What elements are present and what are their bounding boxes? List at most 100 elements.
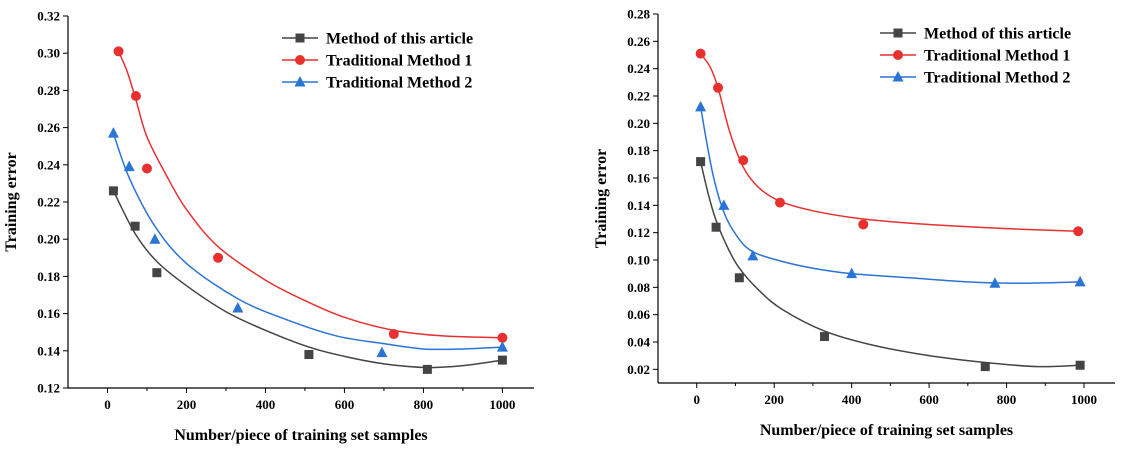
right-legend: Method of this article Traditional Method…: [880, 26, 1071, 87]
right-series-2-point: [846, 267, 858, 279]
chart-left: 0.12 0.14 0.16 0.18 0.20 0.22 0.24 0.26 0.28 0.30…: [0, 0, 560, 450]
left-series-2-point: [149, 233, 161, 244]
right-y-tick-label: 0.24: [627, 61, 650, 76]
left-series-2-point: [496, 341, 508, 352]
left-y-axis-title: Training error: [3, 152, 20, 251]
left-series-1-point: [388, 329, 399, 340]
left-x-tick-label: 800: [414, 397, 434, 412]
right-series-0-point: [980, 362, 990, 372]
right-series-1-point: [1073, 226, 1084, 237]
left-legend-marker-0: [295, 33, 305, 43]
left-series-1-point: [130, 90, 141, 101]
right-series-2-point: [695, 100, 707, 112]
left-y-tick-label: 0.16: [37, 306, 60, 321]
right-series-0: [696, 157, 1085, 372]
right-series-0-point: [820, 332, 830, 342]
right-legend-label-1: Traditional Method 1: [924, 48, 1070, 65]
left-series-2-point: [376, 346, 388, 358]
left-y-tick-label: 0.32: [37, 9, 60, 24]
left-y-tick-label: 0.22: [37, 195, 60, 210]
right-series-2-fit-line: [699, 106, 1081, 284]
left-series-0-point: [422, 364, 432, 374]
left-y-tick-label: 0.24: [37, 157, 60, 172]
left-series-1-point: [113, 46, 124, 57]
right-y-tick-label: 0.22: [627, 89, 650, 104]
right-legend-marker-1: [893, 50, 903, 60]
right-x-tick-label: 800: [997, 392, 1017, 407]
right-legend-marker-2: [892, 71, 904, 82]
left-x-tick-label: 1000: [489, 397, 515, 412]
left-x-tick-label: 600: [335, 397, 355, 412]
right-y-axis-title: Training error: [593, 149, 610, 248]
left-series-2: [107, 127, 508, 358]
right-y-tick-label: 0.14: [627, 198, 650, 213]
left-x-tick-label: 200: [177, 397, 197, 412]
right-series-0-point: [734, 273, 744, 283]
chart-left-svg: 0.12 0.14 0.16 0.18 0.20 0.22 0.24 0.26 0.28 0.30…: [3, 9, 534, 444]
left-series-0: [108, 186, 507, 374]
left-series-1-point: [141, 163, 152, 174]
left-series-0-point: [497, 355, 507, 365]
left-x-axis-title: Number/piece of training set samples: [174, 427, 427, 444]
left-y-tick-label: 0.18: [37, 269, 60, 284]
right-legend-label-0: Method of this article: [924, 26, 1071, 43]
left-series-0-point: [304, 350, 314, 360]
left-x-tick-label: 400: [256, 397, 276, 412]
right-y-tick-label: 0.08: [627, 280, 650, 295]
right-x-axis-title: Number/piece of training set samples: [760, 422, 1013, 439]
left-series-2-point: [107, 127, 119, 138]
left-legend-marker-1: [295, 55, 305, 65]
right-series-2-point: [1074, 275, 1086, 287]
right-series-0-fit-line: [699, 161, 1081, 368]
right-y-tick-label: 0.16: [627, 171, 650, 186]
right-x-tick-label: 600: [919, 392, 939, 407]
left-series-2-point: [232, 302, 244, 313]
left-y-tick-label: 0.12: [37, 381, 60, 396]
left-series-0-fit-line: [112, 190, 503, 369]
right-x-tick-label: 0: [693, 392, 700, 407]
left-series-1-point: [213, 252, 224, 263]
left-series-2-fit-line: [112, 132, 503, 351]
chart-right: 0.02 0.04 0.06 0.08 0.10 0.12 0.14 0.16 0.18 0.20…: [560, 0, 1121, 450]
right-legend-marker-0: [893, 28, 903, 38]
right-series-1: [695, 48, 1084, 237]
right-legend-label-2: Traditional Method 2: [924, 70, 1070, 87]
right-y-tick-label: 0.12: [627, 225, 650, 240]
left-series-1-point: [497, 332, 508, 343]
right-x-tick-label: 1000: [1071, 392, 1097, 407]
left-y-tick-label: 0.30: [37, 46, 60, 61]
left-series-0-point: [130, 221, 140, 231]
right-series-2: [695, 100, 1086, 288]
left-y-tick-label: 0.28: [37, 83, 60, 98]
left-y-tick-label: 0.14: [37, 343, 60, 358]
chart-right-svg: 0.02 0.04 0.06 0.08 0.10 0.12 0.14 0.16 0.18 0.20…: [593, 7, 1115, 439]
right-y-tick-label: 0.26: [627, 34, 650, 49]
right-series-1-point: [695, 48, 706, 59]
left-legend-label-1: Traditional Method 1: [326, 53, 472, 70]
right-series-1-point: [774, 197, 785, 208]
right-y-tick-label: 0.04: [627, 335, 650, 350]
right-series-2-point: [718, 199, 730, 210]
left-legend-marker-2: [294, 76, 306, 87]
left-legend-label-2: Traditional Method 2: [326, 75, 472, 92]
right-y-tick-label: 0.02: [627, 362, 650, 377]
right-x-tick-label: 400: [842, 392, 862, 407]
right-y-tick-label: 0.18: [627, 143, 650, 158]
left-x-tick-label: 0: [104, 397, 111, 412]
right-series-0-point: [696, 157, 706, 167]
left-series-1: [113, 46, 508, 343]
right-y-tick-label: 0.28: [627, 7, 650, 22]
right-y-tick-label: 0.06: [627, 307, 650, 322]
right-series-2-point: [747, 249, 759, 261]
right-x-tick-label: 200: [764, 392, 784, 407]
left-series-2-point: [123, 160, 135, 172]
right-series-0-point: [711, 222, 721, 232]
left-series-0-point: [108, 186, 118, 196]
left-legend-label-0: Method of this article: [326, 31, 473, 48]
right-series-1-point: [858, 219, 869, 230]
left-series-1-fit-line: [117, 51, 503, 339]
right-y-tick-label: 0.20: [627, 116, 650, 131]
right-y-tick-label: 0.10: [627, 253, 650, 268]
left-y-tick-label: 0.26: [37, 120, 60, 135]
right-series-2-point: [989, 277, 1001, 288]
